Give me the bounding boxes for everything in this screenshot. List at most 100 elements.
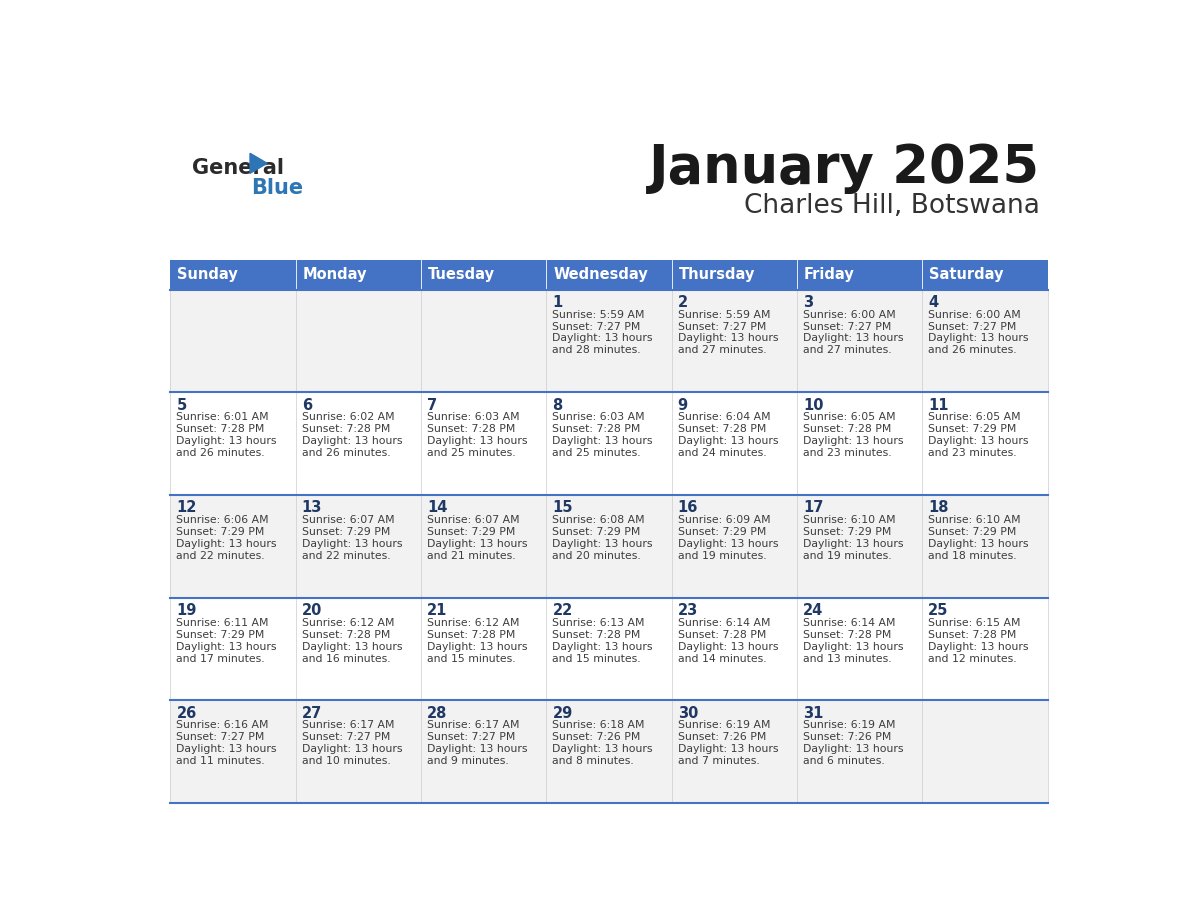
Text: 22: 22 xyxy=(552,603,573,618)
Text: and 24 minutes.: and 24 minutes. xyxy=(677,448,766,458)
Text: Daylight: 13 hours: Daylight: 13 hours xyxy=(803,744,904,755)
Text: Daylight: 13 hours: Daylight: 13 hours xyxy=(677,333,778,343)
Text: Sunset: 7:29 PM: Sunset: 7:29 PM xyxy=(677,527,766,537)
Text: Sunrise: 5:59 AM: Sunrise: 5:59 AM xyxy=(552,309,645,319)
Text: Daylight: 13 hours: Daylight: 13 hours xyxy=(426,744,527,755)
Text: and 14 minutes.: and 14 minutes. xyxy=(677,654,766,664)
Text: 26: 26 xyxy=(176,706,197,721)
Text: and 17 minutes.: and 17 minutes. xyxy=(176,654,265,664)
Text: Sunrise: 6:10 AM: Sunrise: 6:10 AM xyxy=(803,515,896,525)
Text: and 22 minutes.: and 22 minutes. xyxy=(176,551,265,561)
Text: 9: 9 xyxy=(677,397,688,413)
Text: and 13 minutes.: and 13 minutes. xyxy=(803,654,892,664)
Text: Sunset: 7:28 PM: Sunset: 7:28 PM xyxy=(302,630,390,640)
Text: and 26 minutes.: and 26 minutes. xyxy=(928,345,1017,355)
Text: Sunrise: 6:17 AM: Sunrise: 6:17 AM xyxy=(302,721,394,731)
Text: 4: 4 xyxy=(928,295,939,310)
Text: Sunrise: 6:00 AM: Sunrise: 6:00 AM xyxy=(928,309,1022,319)
Text: 2: 2 xyxy=(677,295,688,310)
Text: and 12 minutes.: and 12 minutes. xyxy=(928,654,1017,664)
Text: 5: 5 xyxy=(176,397,187,413)
Bar xyxy=(296,261,421,289)
Text: Sunset: 7:26 PM: Sunset: 7:26 PM xyxy=(803,733,891,743)
Text: Daylight: 13 hours: Daylight: 13 hours xyxy=(552,642,653,652)
Text: and 25 minutes.: and 25 minutes. xyxy=(426,448,516,458)
Text: Daylight: 13 hours: Daylight: 13 hours xyxy=(302,744,403,755)
Bar xyxy=(797,261,922,289)
Text: Daylight: 13 hours: Daylight: 13 hours xyxy=(552,744,653,755)
Bar xyxy=(421,261,546,289)
Text: and 15 minutes.: and 15 minutes. xyxy=(426,654,516,664)
Text: Daylight: 13 hours: Daylight: 13 hours xyxy=(803,333,904,343)
Text: and 27 minutes.: and 27 minutes. xyxy=(803,345,892,355)
Text: and 18 minutes.: and 18 minutes. xyxy=(928,551,1017,561)
Text: Daylight: 13 hours: Daylight: 13 hours xyxy=(803,436,904,446)
Text: Daylight: 13 hours: Daylight: 13 hours xyxy=(176,539,277,549)
Text: and 10 minutes.: and 10 minutes. xyxy=(302,756,391,767)
Text: Sunset: 7:27 PM: Sunset: 7:27 PM xyxy=(803,321,891,331)
Text: Sunrise: 6:14 AM: Sunrise: 6:14 AM xyxy=(677,618,770,628)
Text: 31: 31 xyxy=(803,706,823,721)
Bar xyxy=(170,261,296,289)
Text: 3: 3 xyxy=(803,295,813,310)
Bar xyxy=(170,598,1048,700)
Text: and 15 minutes.: and 15 minutes. xyxy=(552,654,642,664)
Text: Thursday: Thursday xyxy=(678,267,754,283)
Text: 17: 17 xyxy=(803,500,823,515)
Text: Daylight: 13 hours: Daylight: 13 hours xyxy=(803,539,904,549)
Text: 19: 19 xyxy=(176,603,197,618)
Text: 30: 30 xyxy=(677,706,699,721)
Text: and 8 minutes.: and 8 minutes. xyxy=(552,756,634,767)
Text: Sunrise: 6:03 AM: Sunrise: 6:03 AM xyxy=(426,412,519,422)
Text: Daylight: 13 hours: Daylight: 13 hours xyxy=(677,744,778,755)
Text: January 2025: January 2025 xyxy=(649,142,1040,195)
Text: and 27 minutes.: and 27 minutes. xyxy=(677,345,766,355)
Text: Sunset: 7:29 PM: Sunset: 7:29 PM xyxy=(552,527,640,537)
Text: Daylight: 13 hours: Daylight: 13 hours xyxy=(426,436,527,446)
Text: Sunrise: 6:12 AM: Sunrise: 6:12 AM xyxy=(426,618,519,628)
Text: 29: 29 xyxy=(552,706,573,721)
Text: Sunset: 7:29 PM: Sunset: 7:29 PM xyxy=(928,527,1017,537)
Text: Daylight: 13 hours: Daylight: 13 hours xyxy=(928,642,1029,652)
Text: and 23 minutes.: and 23 minutes. xyxy=(803,448,892,458)
Text: Sunrise: 6:12 AM: Sunrise: 6:12 AM xyxy=(302,618,394,628)
Text: Sunrise: 6:03 AM: Sunrise: 6:03 AM xyxy=(552,412,645,422)
Text: 23: 23 xyxy=(677,603,699,618)
Bar xyxy=(170,392,1048,495)
Text: Sunset: 7:28 PM: Sunset: 7:28 PM xyxy=(677,424,766,434)
Text: Sunrise: 6:06 AM: Sunrise: 6:06 AM xyxy=(176,515,268,525)
Text: Sunset: 7:27 PM: Sunset: 7:27 PM xyxy=(176,733,265,743)
Text: 18: 18 xyxy=(928,500,949,515)
Text: 27: 27 xyxy=(302,706,322,721)
Text: Daylight: 13 hours: Daylight: 13 hours xyxy=(302,539,403,549)
Text: 10: 10 xyxy=(803,397,823,413)
Bar xyxy=(170,700,1048,803)
Text: Sunrise: 6:02 AM: Sunrise: 6:02 AM xyxy=(302,412,394,422)
Polygon shape xyxy=(249,153,267,174)
Text: Monday: Monday xyxy=(303,267,367,283)
Text: Sunset: 7:29 PM: Sunset: 7:29 PM xyxy=(176,630,265,640)
Text: and 23 minutes.: and 23 minutes. xyxy=(928,448,1017,458)
Text: Sunrise: 6:08 AM: Sunrise: 6:08 AM xyxy=(552,515,645,525)
Text: Daylight: 13 hours: Daylight: 13 hours xyxy=(677,642,778,652)
Text: Daylight: 13 hours: Daylight: 13 hours xyxy=(176,744,277,755)
Text: Sunset: 7:27 PM: Sunset: 7:27 PM xyxy=(928,321,1017,331)
Text: 6: 6 xyxy=(302,397,312,413)
Text: Sunrise: 6:07 AM: Sunrise: 6:07 AM xyxy=(426,515,519,525)
Text: Sunset: 7:26 PM: Sunset: 7:26 PM xyxy=(677,733,766,743)
Text: 7: 7 xyxy=(426,397,437,413)
Text: Daylight: 13 hours: Daylight: 13 hours xyxy=(552,333,653,343)
Text: Sunrise: 6:19 AM: Sunrise: 6:19 AM xyxy=(677,721,770,731)
Text: General: General xyxy=(192,158,284,178)
Text: Sunrise: 6:16 AM: Sunrise: 6:16 AM xyxy=(176,721,268,731)
Text: 28: 28 xyxy=(426,706,448,721)
Text: 12: 12 xyxy=(176,500,197,515)
Text: Tuesday: Tuesday xyxy=(428,267,495,283)
Text: Sunset: 7:28 PM: Sunset: 7:28 PM xyxy=(426,424,516,434)
Text: and 26 minutes.: and 26 minutes. xyxy=(176,448,265,458)
Text: 11: 11 xyxy=(928,397,949,413)
Text: Sunset: 7:27 PM: Sunset: 7:27 PM xyxy=(552,321,640,331)
Text: and 19 minutes.: and 19 minutes. xyxy=(677,551,766,561)
Text: Daylight: 13 hours: Daylight: 13 hours xyxy=(928,539,1029,549)
Text: Sunrise: 6:01 AM: Sunrise: 6:01 AM xyxy=(176,412,268,422)
